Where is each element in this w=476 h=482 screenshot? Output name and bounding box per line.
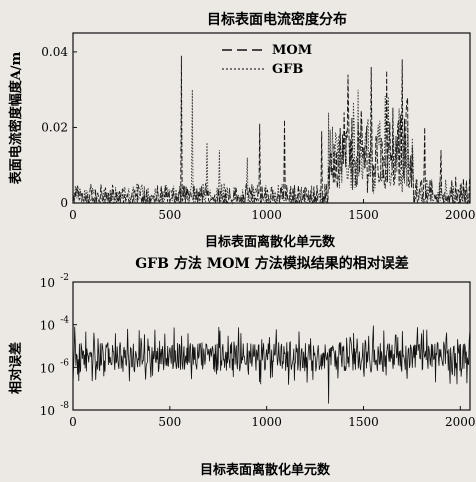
chart2-xlabel: 目标表面离散化单元数 [200,462,331,478]
chart1-xlabel: 目标表面离散化单元数 [205,234,336,250]
chart2-xtick-label: 500 [158,415,181,429]
relative-error-chart: GFB 方法 MOM 方法模拟结果的相对误差 相对误差 目标表面离散化单元数 0… [8,255,476,478]
current-density-chart: 目标表面电流密度分布 表面电流密度幅度A/m 目标表面离散化单元数 0 500 10… [8,11,476,250]
chart2-ytick-exponent: -6 [60,358,69,368]
chart1-xtick-label: 2000 [445,208,476,222]
chart2-frame [72,281,471,411]
chart1-ytick-label: 0.02 [41,120,68,134]
chart1-xtick-label: 0 [69,208,77,222]
chart1-series-gfb [72,89,471,205]
chart2-xtick-label: 1000 [251,415,282,429]
legend-mom-label: MOM [272,43,312,58]
chart1-xtick-label: 1000 [251,208,282,222]
chart2-title: GFB 方法 MOM 方法模拟结果的相对误差 [135,255,409,272]
chart1-ytick-label: 0.04 [41,45,68,59]
chart2-xtick-label: 1500 [348,415,379,429]
chart1-ylabel: 表面电流密度幅度A/m [8,51,24,185]
chart2-series-relative-error [72,325,471,404]
chart1-title: 目标表面电流密度分布 [207,11,347,28]
chart2-ytick-exponent: -8 [60,401,69,411]
chart2-ytick-label: 10 [40,276,55,290]
chart1-xtick-label: 1500 [348,208,379,222]
chart1-frame [72,32,471,204]
chart1-ytick-label: 0 [60,196,68,210]
chart2-xtick-label: 2000 [445,415,476,429]
chart1-xtick-label: 500 [158,208,181,222]
chart1-series-mom [72,55,471,205]
chart2-ylabel: 相对误差 [8,342,24,394]
chart2-ytick-label: 10 [40,404,55,418]
chart2-xtick-label: 0 [69,415,77,429]
chart2-ytick-exponent: -2 [60,273,69,283]
chart2-ytick-label: 10 [40,319,55,333]
legend-gfb-label: GFB [272,62,303,77]
chart1-legend: MOM GFB [222,43,312,77]
chart2-ytick-label: 10 [40,361,55,375]
chart2-ytick-exponent: -4 [60,316,69,326]
